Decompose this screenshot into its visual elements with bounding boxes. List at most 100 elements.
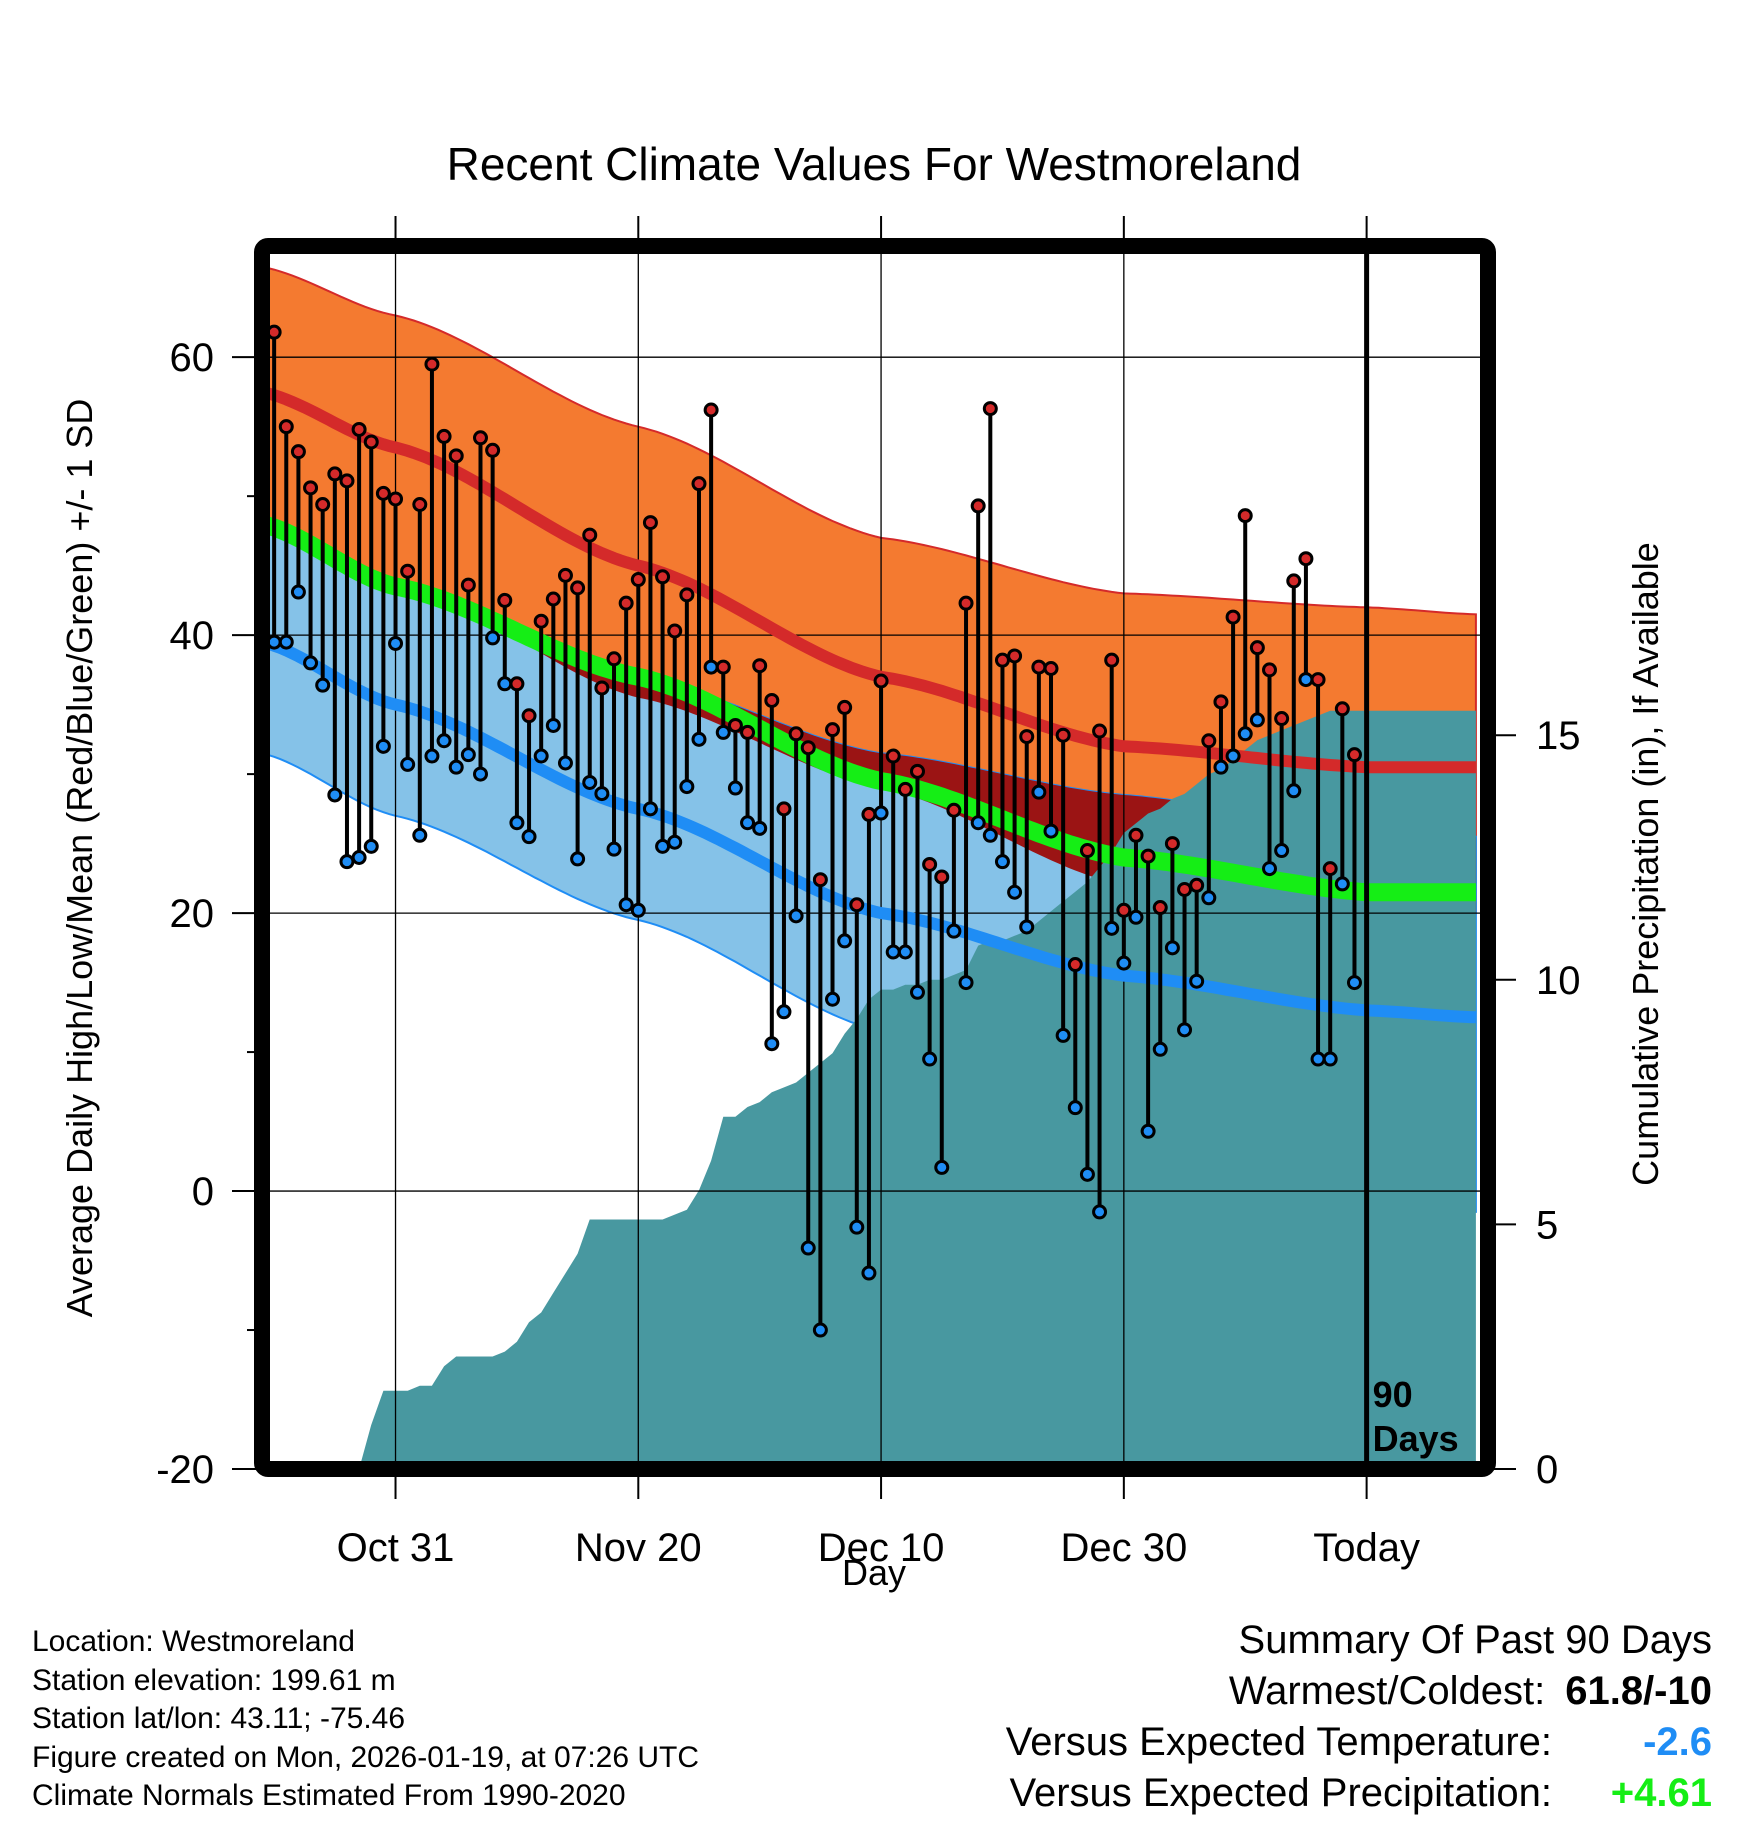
daily-low-point bbox=[1262, 861, 1278, 877]
daily-low-point bbox=[1043, 823, 1059, 839]
daily-low-point bbox=[1164, 940, 1180, 956]
daily-low-point bbox=[946, 923, 962, 939]
y-tick-left-label: -20 bbox=[156, 1448, 214, 1492]
daily-low-point bbox=[1177, 1022, 1193, 1038]
y-tick-right-label: 5 bbox=[1536, 1203, 1558, 1247]
daily-low-point bbox=[1019, 919, 1035, 935]
daily-low-point bbox=[388, 635, 404, 651]
elevation-text: Station elevation: 199.61 m bbox=[32, 1663, 396, 1697]
warmest-coldest-value: 61.8/-10 bbox=[1565, 1669, 1712, 1713]
daily-high-point bbox=[521, 708, 537, 724]
daily-high-point bbox=[509, 676, 525, 692]
daily-low-point bbox=[303, 655, 319, 671]
daily-high-point bbox=[740, 724, 756, 740]
daily-low-point bbox=[1189, 973, 1205, 989]
daily-high-point bbox=[934, 869, 950, 885]
daily-high-point bbox=[1322, 861, 1338, 877]
daily-high-point bbox=[1177, 881, 1193, 897]
normals-text: Climate Normals Estimated From 1990-2020 bbox=[32, 1779, 626, 1812]
daily-high-point bbox=[1201, 733, 1217, 749]
daily-low-point bbox=[934, 1159, 950, 1175]
daily-high-point bbox=[1189, 877, 1205, 893]
daily-low-point bbox=[1286, 783, 1302, 799]
daily-high-point bbox=[290, 444, 306, 460]
daily-high-point bbox=[448, 448, 464, 464]
daily-low-point bbox=[545, 717, 561, 733]
daily-high-point bbox=[958, 595, 974, 611]
summary-panel: Summary Of Past 90 Days Warmest/Coldest:… bbox=[1006, 1615, 1712, 1819]
today-marker-label-days-count: 90 bbox=[1373, 1374, 1413, 1415]
daily-high-point bbox=[873, 673, 889, 689]
daily-high-point bbox=[861, 806, 877, 822]
daily-high-point bbox=[922, 856, 938, 872]
daily-low-point bbox=[509, 815, 525, 831]
daily-low-point bbox=[1346, 975, 1362, 991]
daily-low-point bbox=[533, 748, 549, 764]
normal-mean-line bbox=[262, 515, 1476, 902]
daily-high-point bbox=[679, 587, 695, 603]
daily-low-point bbox=[1201, 890, 1217, 906]
daily-low-point bbox=[897, 944, 913, 960]
precip-departure-label: Versus Expected Precipitation: bbox=[1009, 1771, 1552, 1815]
daily-low-point bbox=[327, 787, 343, 803]
y-tick-right-label: 0 bbox=[1536, 1448, 1558, 1492]
daily-high-point bbox=[946, 802, 962, 818]
daily-high-point bbox=[1031, 659, 1047, 675]
daily-low-point bbox=[958, 975, 974, 991]
daily-high-point bbox=[715, 659, 731, 675]
created-text: Figure created on Mon, 2026-01-19, at 07… bbox=[32, 1740, 700, 1774]
daily-high-point bbox=[303, 480, 319, 496]
daily-low-point bbox=[1152, 1041, 1168, 1057]
plot-area bbox=[262, 246, 1488, 1469]
plot-frame bbox=[254, 238, 1496, 1477]
daily-high-point bbox=[1043, 660, 1059, 676]
daily-high-point bbox=[557, 567, 573, 583]
daily-high-point bbox=[327, 466, 343, 482]
daily-low-point bbox=[460, 747, 476, 763]
daily-low-point bbox=[861, 1265, 877, 1281]
daily-low-point bbox=[1079, 1166, 1095, 1182]
daily-low-point bbox=[521, 829, 537, 845]
daily-high-point bbox=[278, 419, 294, 435]
daily-high-point bbox=[667, 623, 683, 639]
daily-low-point bbox=[485, 630, 501, 646]
daily-high-point bbox=[825, 722, 841, 738]
daily-low-point bbox=[1249, 712, 1265, 728]
summary-row-precipitation: Versus Expected Precipitation: +4.61 bbox=[1006, 1768, 1712, 1819]
daily-high-point bbox=[1249, 640, 1265, 656]
today-marker-label-days-word: Days bbox=[1373, 1418, 1459, 1459]
daily-high-point bbox=[630, 572, 646, 588]
daily-low-point bbox=[630, 902, 646, 918]
x-tick-label: Dec 10 bbox=[818, 1526, 945, 1570]
location-text: Location: Westmoreland bbox=[32, 1625, 355, 1658]
daily-low-point bbox=[776, 1004, 792, 1020]
daily-high-point bbox=[375, 485, 391, 501]
daily-low-point bbox=[788, 908, 804, 924]
warmest-coldest-label: Warmest/Coldest: bbox=[1228, 1669, 1546, 1713]
x-tick-label: Oct 31 bbox=[337, 1526, 455, 1570]
daily-low-point bbox=[557, 755, 573, 771]
y-tick-right-label: 10 bbox=[1536, 959, 1581, 1003]
daily-high-point bbox=[388, 491, 404, 507]
daily-high-point bbox=[412, 496, 428, 512]
daily-high-point bbox=[642, 515, 658, 531]
daily-high-point bbox=[909, 763, 925, 779]
summary-row-temperature: Versus Expected Temperature: -2.6 bbox=[1006, 1717, 1712, 1768]
daily-high-point bbox=[485, 442, 501, 458]
climate-chart: Recent Climate Values For Westmoreland 9… bbox=[59, 138, 1666, 1593]
daily-low-point bbox=[1031, 784, 1047, 800]
daily-points bbox=[266, 324, 1362, 1338]
daily-high-point bbox=[1067, 957, 1083, 973]
daily-high-point bbox=[424, 356, 440, 372]
daily-low-point bbox=[970, 815, 986, 831]
daily-high-point bbox=[970, 498, 986, 514]
temp-departure-label: Versus Expected Temperature: bbox=[1005, 1720, 1552, 1764]
daily-high-point bbox=[570, 580, 586, 596]
daily-high-point bbox=[533, 613, 549, 629]
daily-high-point bbox=[1346, 747, 1362, 763]
daily-high-point bbox=[351, 421, 367, 437]
daily-high-point bbox=[1213, 694, 1229, 710]
daily-low-point bbox=[278, 634, 294, 650]
y-tick-left-label: 0 bbox=[192, 1170, 214, 1214]
daily-high-point bbox=[776, 801, 792, 817]
